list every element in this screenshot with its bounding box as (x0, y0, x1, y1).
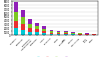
Bar (21, 11, 25, 18)
Bar (21, 18, 25, 25)
Bar (14, 21, 18, 29)
Bar (14, 13, 18, 21)
Bar (28, 32, 32, 35)
Bar (35, 23, 39, 27)
Bar (42, 31, 46, 33)
Bar (50, 32, 53, 33)
Bar (57, 34, 60, 35)
Bar (64, 34, 68, 35)
Bar (42, 29, 46, 31)
Bar (14, 3, 18, 13)
Bar (92, 34, 96, 35)
Bar (35, 30, 39, 33)
Bar (71, 34, 75, 35)
Bar (85, 34, 89, 35)
Bar (21, 30, 25, 35)
Bar (57, 33, 60, 34)
Bar (35, 27, 39, 30)
Bar (71, 32, 75, 33)
Bar (28, 28, 32, 32)
Bar (64, 31, 68, 32)
Bar (57, 32, 60, 33)
Bar (42, 27, 46, 29)
Bar (28, 20, 32, 24)
Bar (64, 33, 68, 34)
Bar (50, 30, 53, 32)
Bar (42, 33, 46, 35)
Bar (50, 33, 53, 34)
Bar (64, 32, 68, 33)
Bar (78, 34, 82, 35)
Bar (14, 29, 18, 35)
Bar (35, 33, 39, 35)
Bar (78, 33, 82, 34)
Bar (28, 24, 32, 28)
Bar (71, 33, 75, 34)
Bar (50, 34, 53, 35)
Bar (21, 25, 25, 30)
